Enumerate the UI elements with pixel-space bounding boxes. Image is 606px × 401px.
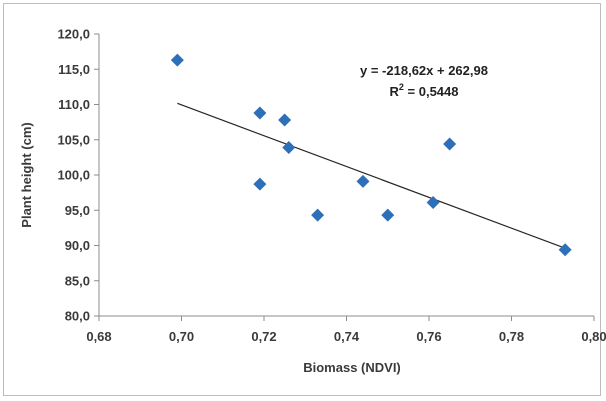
x-tick-label: 0,70	[169, 329, 194, 344]
data-point	[558, 243, 572, 257]
r-squared-label: R2 = 0,5448	[390, 82, 459, 99]
r-squared-prefix: R	[390, 84, 400, 99]
y-tick-label: 105,0	[57, 132, 90, 147]
y-tick-label: 100,0	[57, 168, 90, 183]
y-tick-label: 95,0	[65, 203, 90, 218]
y-tick-label: 80,0	[65, 309, 90, 324]
y-tick-label: 110,0	[58, 97, 90, 112]
y-tick-label: 90,0	[65, 238, 90, 253]
y-axis-title: Plant height (cm)	[19, 122, 34, 227]
trendline	[177, 102, 566, 249]
axes	[94, 33, 595, 321]
data-point	[311, 208, 325, 222]
data-point	[426, 195, 440, 209]
r-squared-sup: 2	[399, 82, 404, 92]
data-point	[170, 53, 184, 67]
data-point	[282, 141, 296, 155]
data-points	[170, 53, 572, 257]
data-point	[253, 177, 267, 191]
x-tick-label: 0,74	[334, 329, 360, 344]
trendline-equation: y = -218,62x + 262,98	[360, 63, 488, 78]
x-tick-label: 0,72	[251, 329, 276, 344]
x-tick-labels: 0,68 0,70 0,72 0,74 0,76 0,78 0,80	[86, 329, 606, 344]
x-tick-label: 0,78	[499, 329, 524, 344]
x-tick-label: 0,68	[86, 329, 111, 344]
data-point	[381, 208, 395, 222]
x-tick-label: 0,76	[416, 329, 441, 344]
y-tick-label: 115,0	[58, 62, 90, 77]
y-tick-label: 120,0	[57, 27, 90, 42]
data-point	[356, 174, 370, 188]
y-tick-labels: 80,0 85,0 90,0 95,0 100,0 105,0 110,0 115,0 120,…	[57, 27, 90, 324]
x-tick-label: 0,80	[581, 329, 606, 344]
y-tick-label: 85,0	[65, 273, 90, 288]
data-point	[278, 113, 292, 127]
chart-frame	[3, 3, 601, 396]
x-axis-title: Biomass (NDVI)	[303, 360, 401, 375]
data-point	[443, 137, 457, 151]
data-point	[253, 106, 267, 120]
r-squared-value: = 0,5448	[404, 84, 459, 99]
